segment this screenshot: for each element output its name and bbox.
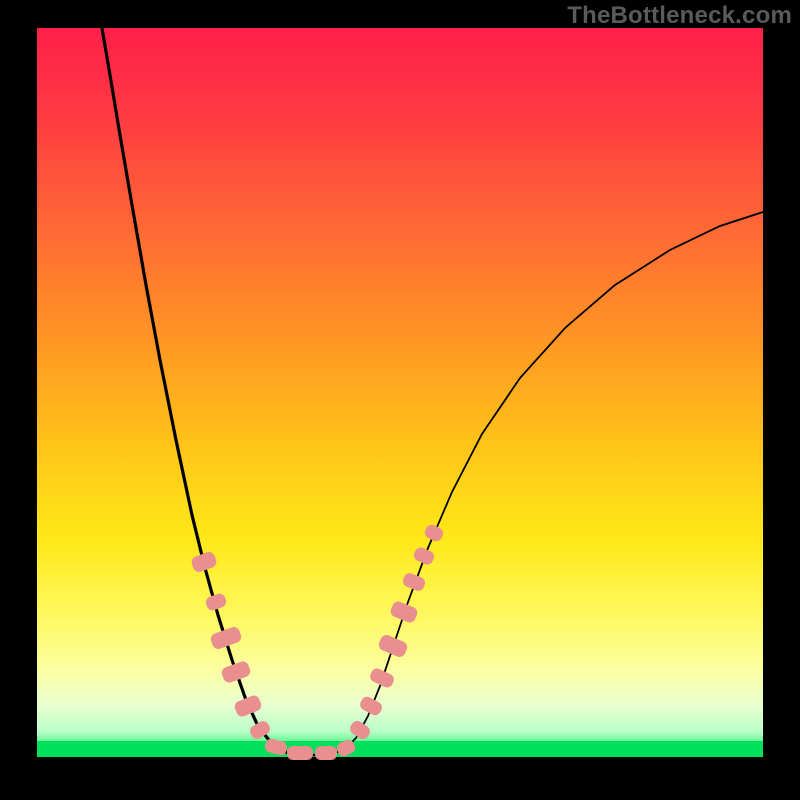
data-marker [368, 667, 396, 690]
curve-overlay [0, 0, 800, 800]
data-marker [315, 746, 337, 760]
curve-left-branch [102, 28, 288, 753]
data-marker [377, 633, 409, 659]
curve-right-branch [344, 212, 763, 750]
data-marker [348, 719, 372, 742]
data-marker [423, 523, 445, 543]
data-marker [412, 546, 436, 567]
data-marker [190, 550, 218, 573]
watermark-label: TheBottleneck.com [567, 2, 792, 30]
data-marker [401, 571, 427, 592]
data-marker [389, 600, 419, 625]
data-marker [220, 660, 252, 685]
data-marker [287, 746, 313, 760]
data-marker [209, 625, 243, 650]
data-marker [358, 695, 384, 718]
data-marker [233, 694, 263, 719]
data-marker [204, 592, 228, 612]
chart-canvas: TheBottleneck.com [0, 0, 800, 800]
